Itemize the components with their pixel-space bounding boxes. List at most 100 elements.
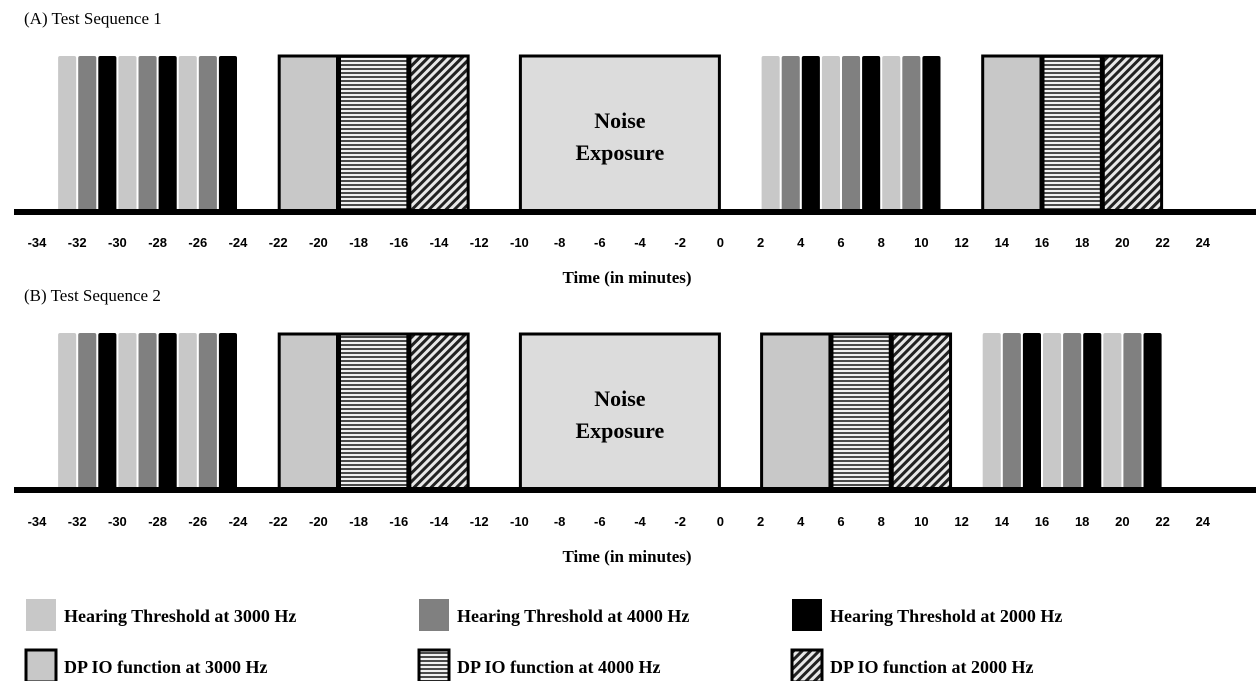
tick-label: -12 xyxy=(470,514,489,529)
tick-label: -10 xyxy=(510,235,529,250)
tick-label: -18 xyxy=(349,514,368,529)
hearing-threshold-bar-3000 xyxy=(118,56,137,211)
hearing-threshold-bar-3000 xyxy=(178,56,197,211)
tick-label: -4 xyxy=(634,235,646,250)
tick-label: -4 xyxy=(634,514,646,529)
tick-label: -16 xyxy=(389,514,408,529)
tick-label: 16 xyxy=(1035,514,1049,529)
tick-label: 24 xyxy=(1196,514,1211,529)
hearing-threshold-bar-4000 xyxy=(138,333,157,489)
tick-label: 4 xyxy=(797,235,805,250)
x-axis-title: Time (in minutes) xyxy=(562,268,691,287)
tick-label: -2 xyxy=(674,514,686,529)
tick-label: 0 xyxy=(717,514,724,529)
dp-io-block-3000 xyxy=(760,332,832,491)
tick-label: 20 xyxy=(1115,514,1129,529)
legend-label: Hearing Threshold at 2000 Hz xyxy=(830,606,1062,626)
tick-label: 18 xyxy=(1075,514,1089,529)
tick-label: -8 xyxy=(554,514,566,529)
tick-label: 6 xyxy=(837,514,844,529)
tick-label: -22 xyxy=(269,235,288,250)
legend-item-ht4000: Hearing Threshold at 4000 Hz xyxy=(419,599,689,631)
hearing-threshold-bar-3000 xyxy=(882,56,901,211)
tick-label: -24 xyxy=(229,514,249,529)
hearing-threshold-bar-4000 xyxy=(198,333,217,489)
tick-label: -28 xyxy=(148,514,167,529)
hearing-threshold-bar-2000 xyxy=(218,56,237,211)
tick-label: 14 xyxy=(995,235,1010,250)
legend-item-dp2000: DP IO function at 2000 Hz xyxy=(790,648,1034,681)
tick-label: 22 xyxy=(1155,514,1169,529)
legend-label: DP IO function at 2000 Hz xyxy=(830,657,1034,677)
legend-swatch xyxy=(419,599,449,631)
legend-item-ht2000: Hearing Threshold at 2000 Hz xyxy=(792,599,1062,631)
dp-io-block-2000 xyxy=(408,332,470,491)
panel-a: (A) Test Sequence 1 Noise Exposure -34 -32 -3… xyxy=(14,9,1256,287)
dp-io-block-2000 xyxy=(1101,54,1164,213)
tick-label: -16 xyxy=(389,235,408,250)
dp-io-block-2000 xyxy=(408,54,470,213)
panel-title: (A) Test Sequence 1 xyxy=(24,9,162,28)
hearing-threshold-bar-4000 xyxy=(842,56,861,211)
dp-io-block-4000 xyxy=(338,332,410,491)
tick-label: 16 xyxy=(1035,235,1049,250)
time-axis-line xyxy=(14,209,1256,215)
legend-item-ht3000: Hearing Threshold at 3000 Hz xyxy=(26,599,296,631)
tick-label: -18 xyxy=(349,235,368,250)
tick-label: -34 xyxy=(28,514,48,529)
hearing-threshold-bar-2000 xyxy=(158,333,177,489)
tick-label: -26 xyxy=(188,514,207,529)
tick-label: -10 xyxy=(510,514,529,529)
tick-label: -20 xyxy=(309,235,328,250)
hearing-threshold-bar-4000 xyxy=(198,56,217,211)
hearing-threshold-bar-2000 xyxy=(922,56,941,211)
hearing-threshold-bar-3000 xyxy=(761,56,780,211)
x-axis-title: Time (in minutes) xyxy=(562,547,691,566)
legend-item-dp3000: DP IO function at 3000 Hz xyxy=(24,648,268,681)
noise-exposure-block xyxy=(518,54,721,213)
noise-exposure-block xyxy=(518,332,721,491)
legend-item-dp4000: DP IO function at 4000 Hz xyxy=(417,648,661,681)
hearing-threshold-bar-2000 xyxy=(158,56,177,211)
tick-label: -2 xyxy=(674,235,686,250)
tick-label: -22 xyxy=(269,514,288,529)
legend-label: Hearing Threshold at 3000 Hz xyxy=(64,606,296,626)
tick-label: -28 xyxy=(148,235,167,250)
hearing-threshold-bar-4000 xyxy=(781,56,800,211)
dp-io-block-2000 xyxy=(890,332,953,491)
time-axis-line xyxy=(14,487,1256,493)
noise-label-line-1: Noise xyxy=(594,386,646,411)
tick-label: 8 xyxy=(878,235,885,250)
legend-label: DP IO function at 3000 Hz xyxy=(64,657,268,677)
hearing-threshold-bar-3000 xyxy=(118,333,137,489)
legend-label: Hearing Threshold at 4000 Hz xyxy=(457,606,689,626)
tick-label: -14 xyxy=(430,235,450,250)
tick-label: -34 xyxy=(28,235,48,250)
tick-label: 14 xyxy=(995,514,1010,529)
legend-swatch xyxy=(792,599,822,631)
tick-label: 10 xyxy=(914,235,928,250)
tick-label: -32 xyxy=(68,514,87,529)
hearing-threshold-bar-3000 xyxy=(1043,333,1062,489)
noise-label-line-2: Exposure xyxy=(575,418,664,443)
hearing-threshold-bar-3000 xyxy=(1103,333,1122,489)
hearing-threshold-bar-4000 xyxy=(78,56,97,211)
legend-label: DP IO function at 4000 Hz xyxy=(457,657,661,677)
tick-label: -32 xyxy=(68,235,87,250)
tick-label: 8 xyxy=(878,514,885,529)
hearing-threshold-bar-4000 xyxy=(902,56,921,211)
tick-label: -12 xyxy=(470,235,489,250)
tick-label: 2 xyxy=(757,235,764,250)
hearing-threshold-bar-4000 xyxy=(138,56,157,211)
hearing-threshold-bar-2000 xyxy=(98,56,117,211)
hearing-threshold-bar-2000 xyxy=(801,56,820,211)
hearing-threshold-bar-2000 xyxy=(1083,333,1102,489)
legend-swatch xyxy=(26,599,56,631)
tick-label: -8 xyxy=(554,235,566,250)
hearing-threshold-bar-2000 xyxy=(862,56,881,211)
dp-io-block-3000 xyxy=(277,54,340,213)
hearing-threshold-bar-3000 xyxy=(58,56,77,211)
hearing-threshold-bar-2000 xyxy=(98,333,117,489)
tick-label: 10 xyxy=(914,514,928,529)
